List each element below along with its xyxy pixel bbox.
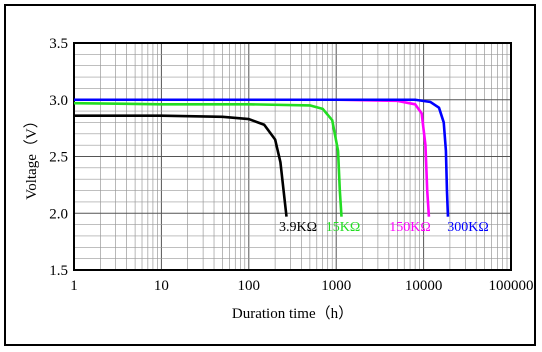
x-axis-label: Duration time（h）: [232, 305, 353, 322]
y-tick-label: 1.5: [49, 263, 68, 279]
series-layer: [73, 98, 450, 217]
y-tick-label: 2.0: [49, 206, 68, 222]
series-label: 3.9KΩ: [279, 220, 317, 235]
x-tick-label: 10000: [405, 278, 443, 294]
x-tick-label: 10: [154, 278, 169, 294]
x-tick-label: 1000: [321, 278, 351, 294]
series-line: [74, 98, 431, 217]
series-label: 150KΩ: [389, 220, 431, 235]
series-line: [74, 98, 450, 217]
y-tick-label: 2.5: [49, 150, 68, 166]
x-tick-label: 100000: [489, 278, 534, 294]
series-line: [74, 114, 288, 217]
series-label: 15KΩ: [326, 220, 361, 235]
y-tick-labels: 1.5 2.0 2.5 3.0 3.5: [49, 36, 68, 279]
series-line: [73, 101, 343, 217]
series-label: 300KΩ: [447, 220, 489, 235]
x-tick-label: 100: [238, 278, 261, 294]
series-labels: 3.9KΩ 15KΩ 150KΩ 300KΩ: [279, 220, 489, 235]
y-tick-label: 3.5: [49, 36, 68, 52]
x-tick-labels: 1 10 100 1000 10000 100000: [70, 278, 533, 294]
plot-area: [73, 42, 512, 271]
y-axis-label: Voltage（V）: [23, 113, 40, 199]
y-tick-label: 3.0: [49, 93, 68, 109]
x-tick-label: 1: [70, 278, 78, 294]
grid-lines: [74, 43, 511, 270]
